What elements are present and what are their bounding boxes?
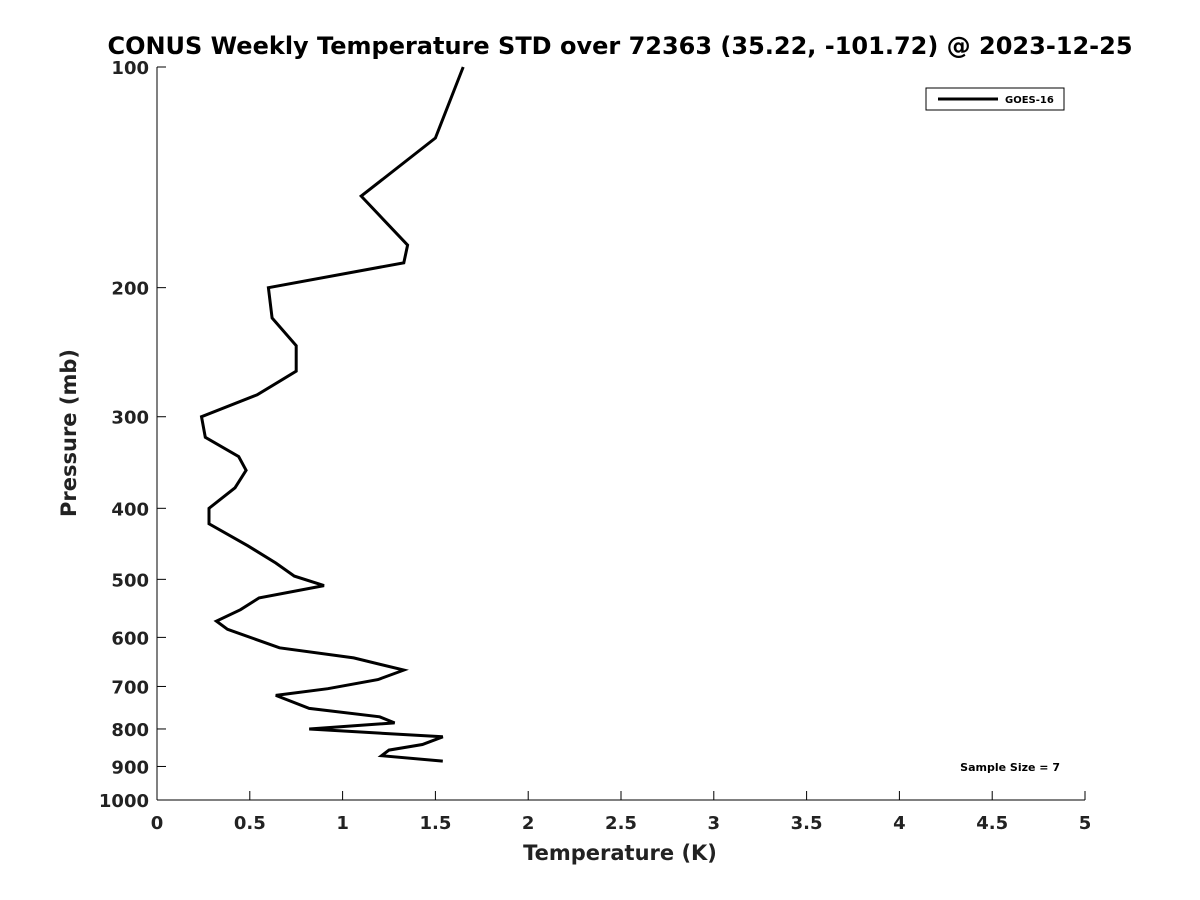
y-tick-label: 800 — [111, 720, 149, 741]
x-tick-label: 2.5 — [605, 813, 637, 834]
y-tick-label: 500 — [111, 570, 149, 591]
y-tick-label: 300 — [111, 408, 149, 429]
sample-size-annotation: Sample Size = 7 — [960, 761, 1060, 774]
x-tick-label: 4 — [893, 813, 906, 834]
x-tick-label: 1 — [336, 813, 349, 834]
x-tick-label: 3 — [708, 813, 721, 834]
x-tick-label: 0.5 — [234, 813, 266, 834]
x-tick-label: 4.5 — [976, 813, 1008, 834]
y-tick-label: 100 — [111, 58, 149, 79]
x-tick-label: 5 — [1079, 813, 1092, 834]
y-tick-label: 400 — [111, 499, 149, 520]
series-line-goes-16 — [199, 66, 465, 763]
y-tick-label: 200 — [111, 279, 149, 300]
y-axis-label: Pressure (mb) — [57, 349, 81, 517]
y-tick-label: 1000 — [99, 791, 149, 812]
x-tick-label: 3.5 — [791, 813, 823, 834]
plot-area: 0 0.5 1 1.5 2 2.5 3 3.5 4 4.5 5 100 200 300 400 500 600 7… — [99, 58, 1091, 834]
y-tick-label: 700 — [111, 677, 149, 698]
x-tick-label: 0 — [151, 813, 164, 834]
chart-title: CONUS Weekly Temperature STD over 72363 … — [107, 32, 1132, 60]
y-tick-label: 900 — [111, 757, 149, 778]
legend-label: GOES-16 — [1005, 95, 1054, 106]
y-tick-label: 600 — [111, 628, 149, 649]
x-tick-label: 1.5 — [419, 813, 451, 834]
x-tick-label: 2 — [522, 813, 535, 834]
x-axis-label: Temperature (K) — [523, 841, 717, 865]
